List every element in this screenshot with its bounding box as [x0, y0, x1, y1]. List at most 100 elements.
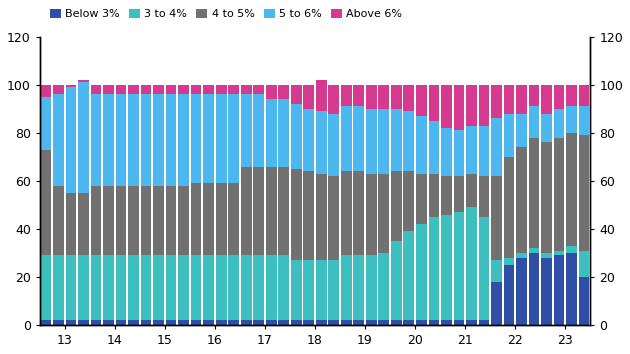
Bar	[304, 171, 314, 260]
Bar	[54, 320, 64, 325]
Bar	[291, 169, 302, 260]
Bar	[454, 320, 464, 325]
Bar	[266, 99, 277, 166]
Bar	[216, 320, 227, 325]
Bar	[278, 85, 289, 99]
Bar	[304, 260, 314, 320]
Bar	[529, 248, 539, 253]
Bar	[129, 95, 139, 186]
Bar	[554, 251, 564, 255]
Bar	[178, 320, 189, 325]
Bar	[129, 186, 139, 255]
Bar	[516, 258, 527, 325]
Bar	[466, 126, 477, 174]
Legend: Below 3%, 3 to 4%, 4 to 5%, 5 to 6%, Above 6%: Below 3%, 3 to 4%, 4 to 5%, 5 to 6%, Abo…	[45, 5, 407, 24]
Bar	[229, 183, 239, 255]
Bar	[328, 85, 339, 114]
Bar	[203, 95, 214, 183]
Bar	[466, 207, 477, 320]
Bar	[428, 121, 439, 174]
Bar	[66, 320, 76, 325]
Bar	[428, 320, 439, 325]
Bar	[541, 85, 552, 114]
Bar	[341, 255, 352, 320]
Bar	[428, 174, 439, 217]
Bar	[391, 241, 401, 320]
Bar	[178, 186, 189, 255]
Bar	[541, 114, 552, 143]
Bar	[266, 320, 277, 325]
Bar	[129, 320, 139, 325]
Bar	[178, 85, 189, 95]
Bar	[66, 193, 76, 255]
Bar	[241, 95, 251, 166]
Bar	[41, 97, 52, 150]
Bar	[191, 320, 202, 325]
Bar	[229, 95, 239, 183]
Bar	[153, 85, 164, 95]
Bar	[103, 320, 114, 325]
Bar	[466, 320, 477, 325]
Bar	[554, 109, 564, 138]
Bar	[266, 255, 277, 320]
Bar	[541, 258, 552, 325]
Bar	[291, 320, 302, 325]
Bar	[479, 85, 489, 126]
Bar	[379, 253, 389, 320]
Bar	[416, 224, 427, 320]
Bar	[328, 260, 339, 320]
Bar	[341, 107, 352, 171]
Bar	[54, 95, 64, 186]
Bar	[153, 186, 164, 255]
Bar	[141, 255, 151, 320]
Bar	[416, 174, 427, 224]
Bar	[366, 255, 377, 320]
Bar	[141, 320, 151, 325]
Bar	[566, 246, 576, 253]
Bar	[66, 87, 76, 193]
Bar	[116, 85, 127, 95]
Bar	[178, 255, 189, 320]
Bar	[103, 186, 114, 255]
Bar	[353, 85, 364, 107]
Bar	[328, 320, 339, 325]
Bar	[454, 131, 464, 176]
Bar	[353, 255, 364, 320]
Bar	[153, 320, 164, 325]
Bar	[304, 109, 314, 171]
Bar	[66, 85, 76, 87]
Bar	[578, 135, 589, 251]
Bar	[166, 95, 176, 186]
Bar	[578, 277, 589, 325]
Bar	[278, 255, 289, 320]
Bar	[441, 128, 452, 176]
Bar	[278, 166, 289, 255]
Bar	[241, 255, 251, 320]
Bar	[78, 193, 89, 255]
Bar	[229, 85, 239, 95]
Bar	[366, 85, 377, 109]
Bar	[466, 174, 477, 207]
Bar	[191, 255, 202, 320]
Bar	[479, 320, 489, 325]
Bar	[103, 95, 114, 186]
Bar	[253, 320, 264, 325]
Bar	[454, 212, 464, 320]
Bar	[203, 320, 214, 325]
Bar	[566, 107, 576, 133]
Bar	[541, 253, 552, 258]
Bar	[341, 320, 352, 325]
Bar	[191, 95, 202, 183]
Bar	[379, 109, 389, 174]
Bar	[91, 186, 101, 255]
Bar	[516, 253, 527, 258]
Bar	[316, 111, 326, 174]
Bar	[291, 260, 302, 320]
Bar	[54, 186, 64, 255]
Bar	[304, 320, 314, 325]
Bar	[166, 85, 176, 95]
Bar	[341, 85, 352, 107]
Bar	[479, 176, 489, 217]
Bar	[441, 176, 452, 215]
Bar	[529, 253, 539, 325]
